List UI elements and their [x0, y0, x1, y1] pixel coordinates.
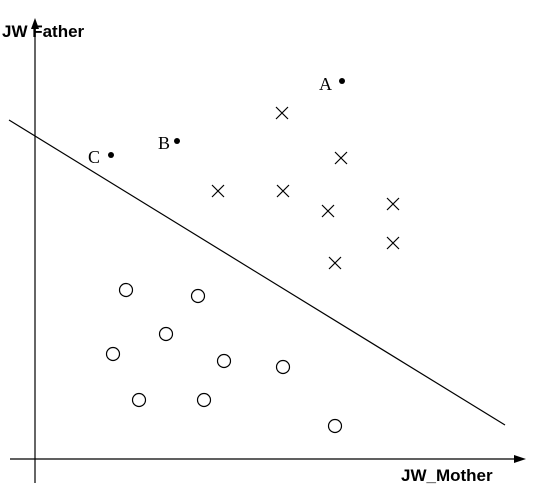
point-a: A [319, 74, 345, 94]
point-b-dot [174, 138, 180, 144]
circle-marker [329, 420, 342, 433]
cross-marker [322, 205, 334, 217]
point-c-label: C [88, 147, 100, 167]
cross-marker [276, 107, 288, 119]
cross-class-points [212, 107, 399, 269]
cross-marker [212, 185, 224, 197]
point-c: C [88, 147, 114, 167]
point-c-dot [108, 152, 114, 158]
y-axis-arrow [31, 18, 39, 29]
circle-marker [218, 355, 231, 368]
circle-marker [160, 328, 173, 341]
cross-marker [387, 237, 399, 249]
circle-marker [277, 361, 290, 374]
point-b: B [158, 133, 180, 153]
x-axis-arrow [514, 455, 526, 463]
cross-marker [277, 185, 289, 197]
cross-marker [387, 198, 399, 210]
circle-class-points [107, 284, 342, 433]
circle-marker [198, 394, 211, 407]
circle-marker [133, 394, 146, 407]
cross-marker [335, 152, 347, 164]
point-b-label: B [158, 133, 170, 153]
point-a-dot [339, 78, 345, 84]
circle-marker [107, 348, 120, 361]
circle-marker [120, 284, 133, 297]
cross-marker [329, 257, 341, 269]
point-a-label: A [319, 74, 332, 94]
circle-marker [192, 290, 205, 303]
decision-boundary-line [9, 120, 505, 425]
